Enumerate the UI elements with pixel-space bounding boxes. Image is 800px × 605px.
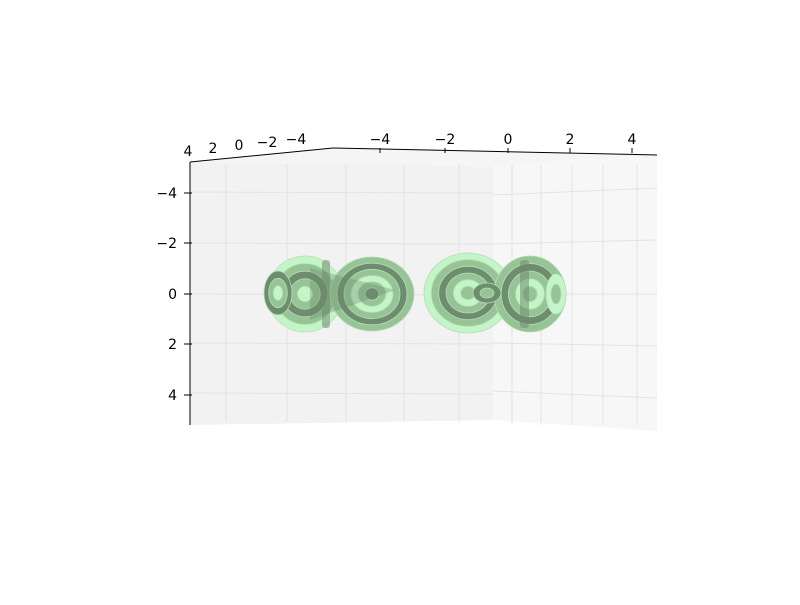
surface-band [550, 283, 562, 305]
surface-band [364, 287, 380, 301]
y-tick-label: 0 [235, 138, 244, 154]
y-tick-label: 4 [184, 144, 193, 160]
grid-line-right-h [492, 239, 658, 245]
x-tick-label: 0 [504, 132, 513, 148]
surface-right-lobe-1 [423, 252, 513, 334]
y-axis-line [189, 147, 334, 163]
x-tick-label: −4 [370, 132, 391, 148]
surface-left-cone [310, 268, 395, 320]
surface-left-lobe-2 [329, 256, 415, 332]
z-tick-label: −4 [156, 186, 177, 202]
surface-band [296, 285, 313, 302]
x-tick-label: 4 [628, 132, 637, 148]
surface-right-band-1 [520, 260, 529, 328]
x-tick-label: 2 [566, 132, 575, 148]
grid-line-left-h [189, 191, 494, 194]
surface-left-tip [263, 270, 293, 316]
grid-line-right-h [492, 342, 658, 347]
grid-line-right-h [492, 187, 658, 196]
surface-left-band-1 [322, 260, 330, 328]
y-tick-label: −2 [257, 135, 278, 151]
surface-right-core [472, 282, 502, 304]
z-tick-label: 0 [168, 287, 177, 303]
right-pane [493, 155, 657, 431]
grid-line-left-h [189, 392, 494, 395]
surface-band [272, 285, 284, 301]
z-tick-label: 4 [168, 388, 177, 404]
y-tick-label: −4 [286, 132, 307, 148]
z-tick-label: 2 [168, 337, 177, 353]
y-tick-label: 2 [209, 141, 218, 157]
x-axis-line [332, 147, 658, 156]
grid-line-left-h [189, 242, 494, 245]
surfaces [263, 252, 567, 334]
x-tick-label: −2 [435, 132, 456, 148]
grid-line-right-h [492, 390, 658, 399]
axis-panes [190, 148, 657, 431]
z-tick-label: −2 [156, 236, 177, 252]
surface-band [479, 287, 495, 299]
surface-right-tip [545, 273, 567, 315]
grid-line-left-h [189, 342, 494, 345]
